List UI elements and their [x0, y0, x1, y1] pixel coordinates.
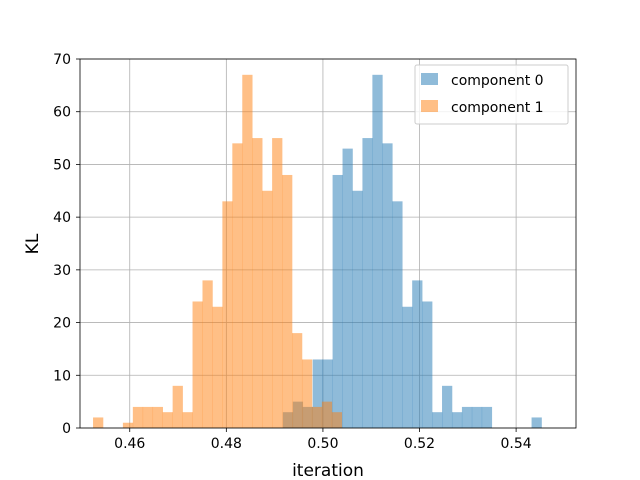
bar-series-0-bin-8 [362, 138, 373, 429]
y-tick-label: 50 [53, 157, 71, 173]
bar-series-1-bin-3 [122, 422, 134, 428]
bar-series-1-bin-20 [292, 333, 303, 428]
bar-series-1-bin-24 [331, 412, 343, 428]
bar-series-1-bin-18 [272, 138, 283, 429]
y-tick-label: 20 [53, 316, 71, 332]
bar-series-0-bin-5 [332, 174, 343, 428]
y-tick-label: 0 [62, 421, 71, 437]
bar-series-0-bin-18 [461, 406, 473, 428]
bar-series-1-bin-16 [252, 138, 263, 429]
x-tick-label: 0.54 [501, 436, 532, 452]
series-1-bars [93, 74, 343, 429]
bar-series-1-bin-21 [301, 359, 313, 428]
bar-series-1-bin-8 [172, 385, 183, 428]
bar-series-0-bin-14 [422, 301, 433, 428]
bar-series-0-bin-13 [412, 280, 423, 428]
y-tick-label: 30 [53, 263, 71, 279]
legend-swatch-component-1 [421, 100, 438, 112]
y-tick-label: 70 [53, 52, 71, 68]
legend-swatch-component-0 [421, 73, 438, 85]
x-tick-label: 0.46 [114, 436, 145, 452]
y-axis-label: KL [23, 233, 43, 254]
x-tick-label: 0.50 [307, 436, 338, 452]
y-tick-label: 40 [53, 210, 71, 226]
legend-label-component-0: component 0 [451, 73, 544, 89]
y-tick-label: 60 [53, 105, 71, 121]
x-tick-label: 0.52 [404, 436, 435, 452]
bar-series-0-bin-17 [451, 412, 463, 428]
bar-series-0-bin-6 [342, 148, 353, 428]
bar-series-0-bin-15 [432, 412, 443, 428]
x-axis-label: iteration [292, 461, 364, 480]
bar-series-1-bin-22 [311, 406, 323, 428]
bar-series-1-bin-12 [212, 306, 223, 428]
bar-series-1-bin-15 [242, 74, 253, 429]
bar-series-0-bin-20 [481, 406, 493, 428]
plot-area-frame [79, 58, 577, 429]
bar-series-1-bin-4 [132, 406, 144, 428]
legend-frame [414, 64, 569, 125]
axis-ticks: 0.46 0.48 0.50 0.52 0.54 0 10 20 30 40 50 60 70 [53, 52, 532, 452]
bar-series-1-bin-19 [282, 174, 293, 428]
bar-series-1-bin-23 [321, 401, 333, 428]
bar-series-0-bin-16 [442, 385, 453, 428]
bar-series-0-bin-3 [312, 359, 323, 428]
bar-series-1-bin-7 [162, 412, 173, 428]
bar-series-0-bin-7 [352, 190, 363, 428]
bar-series-0-bin-12 [402, 306, 413, 428]
legend-label-component-1: component 1 [451, 100, 544, 116]
bar-series-0-bin-9 [372, 74, 383, 429]
legend: component 0 component 1 [414, 64, 569, 125]
bar-series-0-bin-19 [471, 406, 483, 428]
bar-series-1-bin-13 [222, 201, 233, 428]
x-tick-label: 0.48 [211, 436, 242, 452]
bar-series-0-bin-11 [392, 201, 403, 428]
bar-series-1-bin-6 [152, 406, 163, 428]
bar-series-0-bin-4 [322, 359, 333, 428]
bar-series-1-bin-17 [262, 190, 273, 428]
bar-series-1-bin-14 [232, 143, 243, 429]
bar-series-1-bin-5 [142, 406, 154, 428]
bar-series-1-bin-11 [202, 280, 213, 428]
bar-series-1-bin-0 [93, 417, 104, 428]
bar-series-1-bin-10 [192, 301, 203, 428]
histogram-bars [93, 74, 542, 429]
bar-series-0-bin-10 [382, 143, 393, 429]
bar-series-1-bin-9 [182, 412, 193, 428]
bar-series-0-bin-25 [531, 417, 542, 428]
y-tick-label: 10 [53, 368, 71, 384]
